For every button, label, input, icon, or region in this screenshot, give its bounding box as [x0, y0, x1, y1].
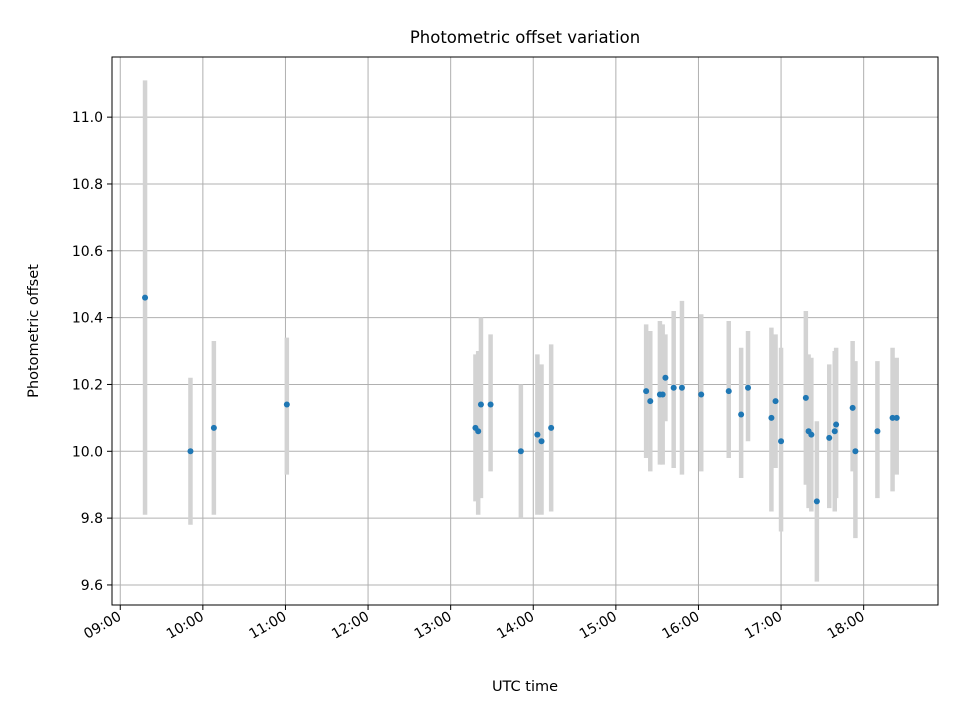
- x-tick-label: 10:00: [164, 609, 207, 643]
- data-point: [802, 394, 809, 401]
- y-axis-label: Photometric offset: [26, 264, 42, 398]
- data-point: [745, 384, 752, 391]
- point-layer: [142, 294, 900, 505]
- data-point: [772, 398, 779, 405]
- data-point: [738, 411, 745, 418]
- data-point: [477, 401, 484, 408]
- data-point: [852, 448, 859, 455]
- y-tick-label: 10.8: [72, 177, 103, 193]
- data-point: [678, 384, 685, 391]
- x-tick-label: 17:00: [742, 609, 785, 643]
- data-point: [647, 398, 654, 405]
- data-point: [826, 434, 833, 441]
- plot-area-frame: [111, 56, 939, 606]
- data-point: [889, 414, 896, 421]
- data-point: [643, 388, 650, 395]
- data-point: [778, 438, 785, 445]
- data-point: [849, 404, 856, 411]
- y-tick-label: 9.8: [81, 511, 103, 527]
- data-point: [283, 401, 290, 408]
- x-tick-label: 16:00: [660, 609, 703, 643]
- data-point: [662, 374, 669, 381]
- x-tick-label: 13:00: [412, 609, 455, 643]
- data-point: [659, 391, 666, 398]
- data-point: [538, 438, 545, 445]
- data-point: [517, 448, 524, 455]
- y-tick-label: 10.6: [72, 244, 103, 260]
- data-point: [534, 431, 541, 438]
- y-tick-label: 10.0: [72, 444, 103, 460]
- y-axis-ticks: 9.6 9.8 10.0 10.2 10.4 10.6 10.8 11.0: [72, 110, 112, 594]
- x-tick-label: 14:00: [494, 609, 537, 643]
- data-point: [210, 424, 217, 431]
- y-tick-label: 10.2: [72, 377, 103, 393]
- data-point: [670, 384, 677, 391]
- data-point: [698, 391, 705, 398]
- y-tick-label: 9.6: [81, 578, 103, 594]
- data-point: [813, 498, 820, 505]
- x-tick-label: 15:00: [577, 609, 620, 643]
- data-point: [548, 424, 555, 431]
- grid-layer: [112, 57, 938, 605]
- x-tick-label: 18:00: [825, 609, 868, 643]
- data-point: [893, 414, 900, 421]
- data-point: [768, 414, 775, 421]
- data-point: [475, 428, 482, 435]
- data-point: [833, 421, 840, 428]
- y-tick-label: 11.0: [72, 110, 103, 126]
- x-tick-label: 09:00: [81, 609, 124, 643]
- data-point: [831, 428, 838, 435]
- data-point: [187, 448, 194, 455]
- x-axis-ticks: 09:00 10:00 11:00 12:00 13:00 14:00 15:00 16:00…: [81, 605, 868, 643]
- data-point: [142, 294, 149, 301]
- data-point: [487, 401, 494, 408]
- data-point: [725, 388, 732, 395]
- x-tick-label: 12:00: [329, 609, 372, 643]
- errorbar-layer: [142, 80, 899, 582]
- y-tick-label: 10.4: [72, 311, 103, 327]
- data-point: [874, 428, 881, 435]
- chart-title: Photometric offset variation: [410, 28, 640, 47]
- data-point: [808, 431, 815, 438]
- x-axis-label: UTC time: [492, 679, 558, 695]
- x-tick-label: 11:00: [247, 609, 290, 643]
